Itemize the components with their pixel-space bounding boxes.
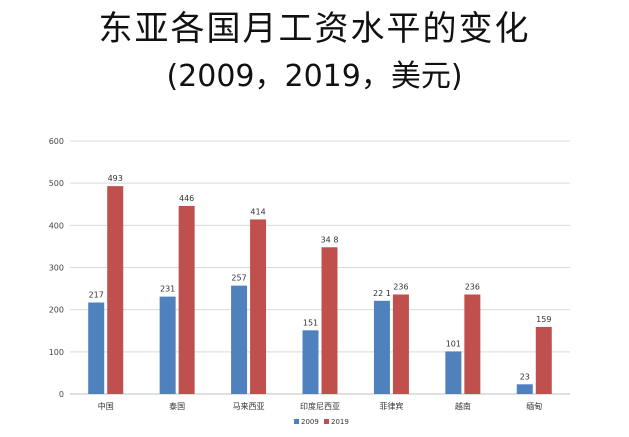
data-label: 414 (250, 207, 265, 216)
bar-2019-1 (178, 205, 195, 394)
y-tick-label: 300 (49, 264, 64, 273)
bar-2009-4 (373, 300, 390, 394)
legend-label-2019: 2019 (331, 418, 349, 426)
bar-2019-3 (321, 247, 338, 394)
data-label: 493 (108, 174, 123, 183)
data-label: 22 1 (373, 289, 391, 298)
data-label: 446 (179, 194, 194, 203)
x-tick-label: 越南 (455, 401, 471, 411)
legend-swatch-2019 (324, 419, 329, 424)
y-tick-label: 100 (49, 348, 64, 357)
data-label: 257 (231, 274, 246, 283)
bar-2009-2 (231, 285, 248, 394)
y-tick-label: 0 (59, 390, 64, 399)
legend-swatch-2009 (294, 419, 299, 424)
bar-2019-6 (535, 326, 552, 394)
x-tick-label: 印度尼西亚 (300, 401, 340, 411)
bar-2009-3 (302, 330, 319, 394)
chart-subtitle: (2009，2019，美元) (166, 59, 463, 94)
x-tick-label: 中国 (98, 401, 114, 411)
x-tick-label: 缅甸 (526, 401, 542, 411)
bar-2019-0 (107, 186, 124, 394)
data-label: 151 (303, 318, 318, 327)
x-tick-label: 泰国 (169, 401, 185, 411)
bar-2009-5 (445, 351, 462, 394)
legend-label-2009: 2009 (301, 418, 319, 426)
chart-title: 东亚各国月工资水平的变化 (98, 9, 531, 49)
data-label: 236 (465, 282, 480, 291)
data-label: 231 (160, 285, 175, 294)
data-label: 101 (446, 339, 461, 348)
bar-2019-2 (250, 219, 267, 394)
x-tick-label: 菲律宾 (379, 401, 403, 411)
y-tick-label: 600 (49, 137, 64, 146)
data-label: 23 (520, 372, 530, 381)
bar-2019-4 (392, 294, 409, 394)
y-tick-label: 500 (49, 179, 64, 188)
data-label: 34 8 (321, 235, 339, 244)
y-tick-label: 400 (49, 221, 64, 230)
bar-2009-1 (159, 296, 176, 394)
bar-2009-6 (516, 384, 533, 394)
bar-2019-5 (464, 294, 481, 394)
data-label: 217 (89, 290, 104, 299)
x-tick-label: 马来西亚 (233, 402, 265, 411)
data-label: 236 (393, 282, 408, 291)
y-tick-label: 200 (49, 306, 64, 315)
bar-2009-0 (88, 302, 105, 394)
data-label: 159 (536, 315, 551, 324)
